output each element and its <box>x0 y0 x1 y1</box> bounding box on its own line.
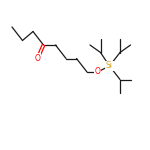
Text: Si: Si <box>106 61 113 70</box>
Text: O: O <box>94 68 100 76</box>
Text: O: O <box>34 54 40 63</box>
